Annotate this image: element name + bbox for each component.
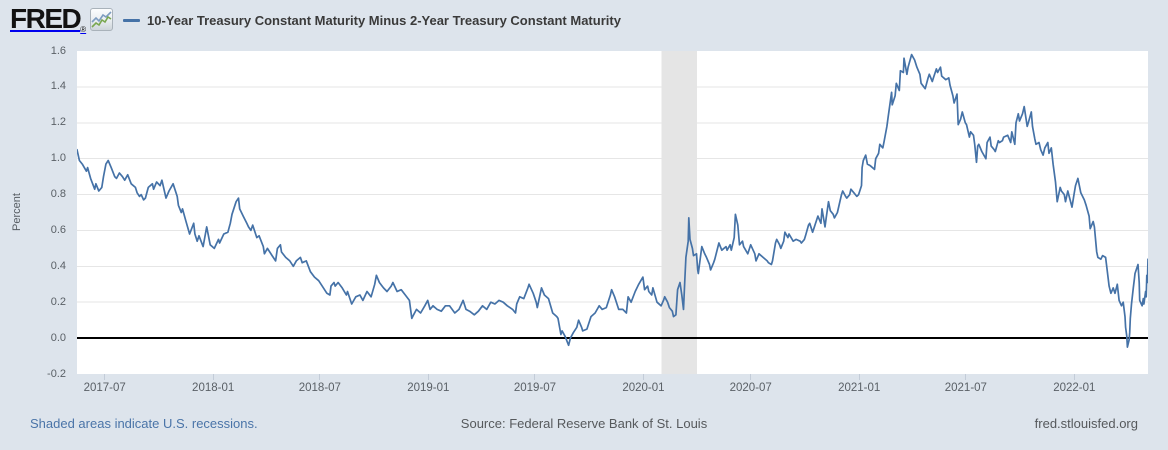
fred-logo-chart-icon (90, 8, 114, 31)
plot-area (76, 51, 1149, 374)
x-axis-tick (750, 374, 752, 380)
x-axis-tick (427, 374, 429, 380)
fred-url-text: fred.stlouisfed.org (1034, 416, 1138, 431)
x-axis-tick (104, 374, 106, 380)
x-axis-tick (212, 374, 214, 380)
x-axis-tick (642, 374, 644, 380)
series-line (76, 53, 1149, 348)
x-axis-label: 2017-07 (83, 382, 126, 394)
x-axis-label: 2021-01 (838, 382, 881, 394)
y-axis-label: 0.0 (50, 331, 66, 344)
x-axis-label: 2020-07 (729, 382, 772, 394)
x-axis-label: 2019-01 (407, 382, 450, 394)
y-axis-label: 0.2 (50, 295, 66, 308)
x-axis-label: 2022-01 (1053, 382, 1096, 394)
x-axis-tick (319, 374, 321, 380)
y-axis-label: 1.4 (50, 80, 66, 93)
y-axis-label: 0.8 (50, 188, 66, 201)
y-axis-label: 0.4 (50, 259, 66, 272)
chart-svg (76, 51, 1149, 374)
x-axis-label: 2018-07 (298, 382, 341, 394)
x-axis-label: 2018-01 (192, 382, 235, 394)
x-axis-label: 2019-07 (513, 382, 557, 394)
recession-shading-link[interactable]: Shaded areas indicate U.S. recessions. (30, 416, 258, 431)
fred-logo[interactable]: FRED ® (10, 3, 114, 34)
y-axis-label: 1.0 (50, 152, 66, 165)
x-axis-label: 2021-07 (944, 382, 987, 394)
y-axis-label: -0.2 (47, 367, 66, 380)
x-axis-tick (965, 374, 967, 380)
registered-trademark-symbol: ® (80, 25, 87, 34)
x-axis-tick (534, 374, 536, 380)
x-axis-tick (858, 374, 860, 380)
source-text: Source: Federal Reserve Bank of St. Loui… (460, 416, 708, 431)
legend: 10-Year Treasury Constant Maturity Minus… (123, 0, 621, 40)
y-axis-title: Percent (11, 193, 23, 231)
series-title: 10-Year Treasury Constant Maturity Minus… (147, 12, 621, 28)
legend-line-swatch (123, 19, 140, 22)
y-axis-label: 1.2 (50, 116, 66, 129)
x-axis-label: 2020-01 (622, 382, 665, 394)
recession-band (661, 51, 698, 374)
fred-logo-text: FRED (10, 3, 82, 34)
x-axis-tick (1073, 374, 1075, 380)
y-axis-label: 1.6 (50, 44, 66, 57)
y-axis-label: 0.6 (50, 223, 66, 236)
